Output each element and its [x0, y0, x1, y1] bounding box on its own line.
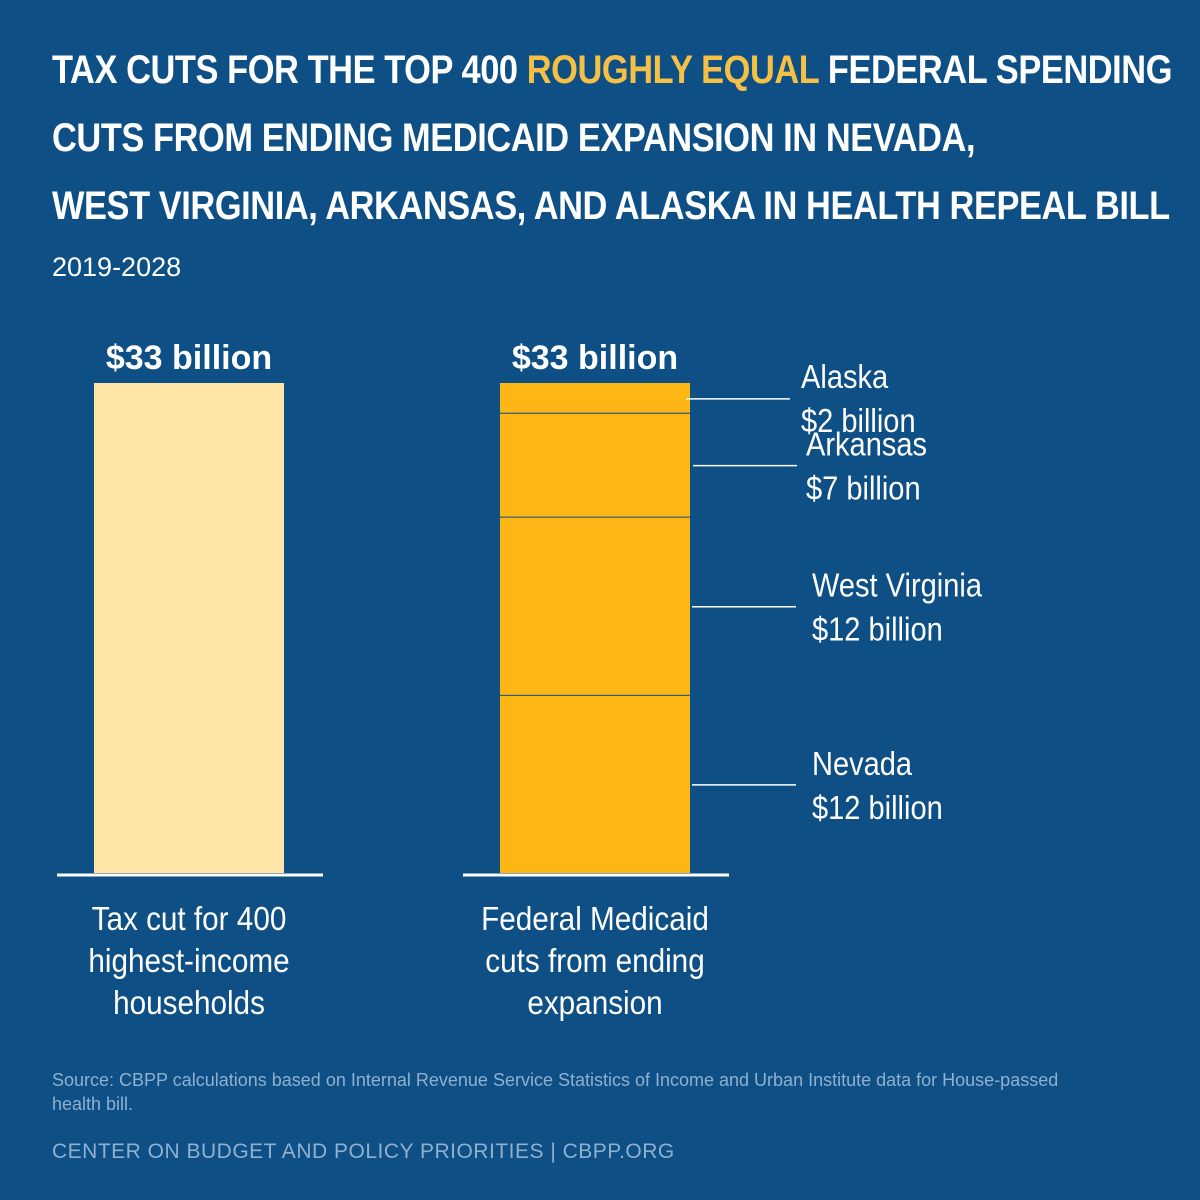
segment-value-arkansas: $7 billion	[806, 470, 921, 507]
segment-value-nevada: $12 billion	[812, 789, 943, 826]
title-part-2: federal spending	[818, 48, 1173, 92]
segment-label-nevada: Nevada	[812, 745, 913, 782]
source-note: Source: CBPP calculations based on Inter…	[52, 1070, 1059, 1114]
category-label: expansion	[527, 985, 662, 1022]
bar-segment-west-virginia	[500, 516, 690, 695]
bar-segment-nevada	[500, 694, 690, 873]
segment-value-alaska: $2 billion	[801, 402, 916, 439]
bar-total-label: $33 billion	[106, 339, 272, 377]
chart-title: Tax cuts for the top 400 roughly equal f…	[52, 36, 1172, 240]
segment-value-west-virginia: $12 billion	[812, 611, 943, 648]
chart-subtitle: 2019-2028	[52, 252, 182, 282]
category-label: Federal Medicaid	[481, 901, 709, 938]
category-label: households	[113, 985, 265, 1022]
category-label: highest-income	[88, 943, 289, 980]
bar-segment-top-400-tax-cut	[94, 383, 284, 873]
bar-segment-arkansas	[500, 412, 690, 517]
title-part-1: Tax cuts for the top 400	[52, 48, 527, 92]
category-label: Tax cut for 400	[92, 901, 287, 938]
footer-credit: CENTER ON BUDGET AND POLICY PRIORITIES |…	[52, 1140, 675, 1163]
bar-segment-alaska	[500, 383, 690, 413]
segment-label-arkansas: Arkansas	[806, 426, 927, 463]
bar-total-label: $33 billion	[512, 339, 678, 377]
title-line-2: cuts from ending Medicaid expansion in N…	[52, 116, 976, 160]
segment-label-west-virginia: West Virginia	[812, 567, 983, 604]
title-highlight: roughly equal	[526, 48, 819, 92]
segment-label-alaska: Alaska	[801, 358, 889, 395]
category-label: cuts from ending	[485, 943, 704, 980]
title-line-3: West Virginia, Arkansas, and Alaska in h…	[52, 184, 1170, 228]
